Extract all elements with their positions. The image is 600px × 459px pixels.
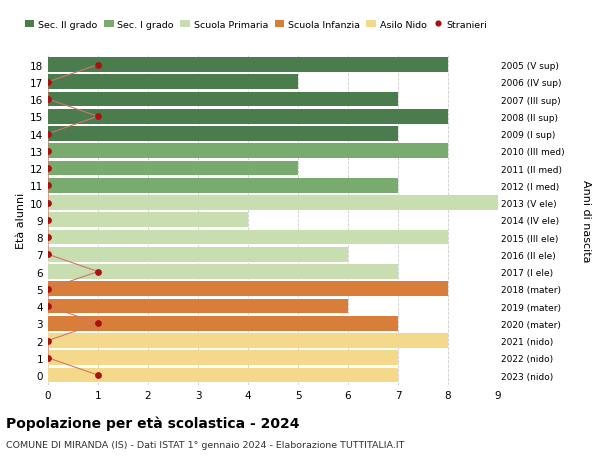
Bar: [48, 75, 298, 90]
Point: [93, 62, 103, 69]
Bar: [48, 334, 448, 348]
Point: [43, 199, 53, 207]
Legend: Sec. II grado, Sec. I grado, Scuola Primaria, Scuola Infanzia, Asilo Nido, Stran: Sec. II grado, Sec. I grado, Scuola Prim…: [21, 17, 491, 34]
Bar: [48, 230, 448, 245]
Bar: [48, 213, 248, 228]
Text: COMUNE DI MIRANDA (IS) - Dati ISTAT 1° gennaio 2024 - Elaborazione TUTTITALIA.IT: COMUNE DI MIRANDA (IS) - Dati ISTAT 1° g…: [6, 440, 404, 449]
Point: [43, 79, 53, 86]
Point: [43, 148, 53, 155]
Point: [43, 217, 53, 224]
Bar: [48, 127, 398, 141]
Point: [43, 285, 53, 293]
Point: [93, 268, 103, 275]
Bar: [48, 316, 398, 331]
Point: [93, 371, 103, 379]
Bar: [48, 162, 298, 176]
Bar: [48, 247, 348, 262]
Point: [43, 234, 53, 241]
Y-axis label: Età alunni: Età alunni: [16, 192, 26, 248]
Bar: [48, 179, 398, 193]
Point: [43, 182, 53, 190]
Point: [93, 113, 103, 121]
Y-axis label: Anni di nascita: Anni di nascita: [581, 179, 591, 262]
Text: Popolazione per età scolastica - 2024: Popolazione per età scolastica - 2024: [6, 415, 299, 430]
Bar: [48, 93, 398, 107]
Bar: [48, 282, 448, 297]
Point: [43, 354, 53, 362]
Point: [43, 130, 53, 138]
Point: [43, 303, 53, 310]
Point: [93, 320, 103, 327]
Bar: [48, 110, 448, 124]
Point: [43, 165, 53, 173]
Bar: [48, 299, 348, 313]
Bar: [48, 265, 398, 279]
Bar: [48, 351, 398, 365]
Bar: [48, 368, 398, 382]
Bar: [48, 196, 498, 210]
Point: [43, 96, 53, 104]
Bar: [48, 58, 448, 73]
Point: [43, 337, 53, 344]
Point: [43, 251, 53, 258]
Bar: [48, 144, 448, 159]
